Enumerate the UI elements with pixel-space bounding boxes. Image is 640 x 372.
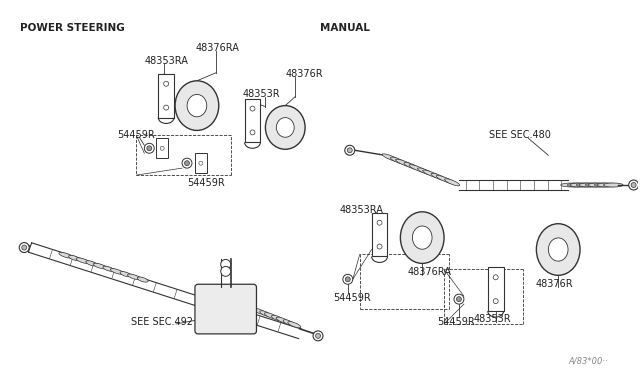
Text: POWER STEERING: POWER STEERING [20,23,125,33]
Ellipse shape [431,173,446,180]
Ellipse shape [382,154,401,162]
Text: 48376R: 48376R [536,279,573,289]
Circle shape [454,294,464,304]
Ellipse shape [390,157,406,164]
Ellipse shape [412,226,432,249]
Circle shape [343,274,353,284]
Circle shape [160,146,164,150]
Bar [156,138,168,158]
Ellipse shape [110,269,124,274]
Text: SEE SEC.480: SEE SEC.480 [489,131,550,140]
Ellipse shape [604,183,623,187]
Ellipse shape [276,118,294,137]
Text: 54459R: 54459R [187,178,225,188]
Circle shape [147,146,152,151]
Ellipse shape [76,258,90,263]
Bar [488,267,504,311]
Text: 48353RA: 48353RA [340,205,384,215]
Circle shape [184,161,189,166]
Text: A/83*00··: A/83*00·· [568,357,608,366]
Circle shape [493,275,498,280]
Text: 48376R: 48376R [285,69,323,79]
Text: 48353RA: 48353RA [145,56,188,66]
Ellipse shape [561,183,584,187]
Circle shape [493,299,498,304]
Circle shape [345,145,355,155]
Circle shape [377,220,382,225]
Ellipse shape [187,94,207,117]
Ellipse shape [253,308,266,314]
Ellipse shape [586,183,605,187]
Ellipse shape [271,315,282,321]
Polygon shape [29,243,301,339]
Ellipse shape [276,317,289,323]
Text: 54459R: 54459R [333,293,371,303]
Ellipse shape [401,212,444,263]
Bar [195,153,207,173]
Ellipse shape [264,313,278,319]
Ellipse shape [68,255,79,260]
Text: SEE SEC.492: SEE SEC.492 [131,317,193,327]
Ellipse shape [445,179,460,186]
Circle shape [221,259,230,269]
Ellipse shape [417,168,433,175]
Text: 48353R: 48353R [474,314,511,324]
Text: 48376RA: 48376RA [407,267,451,278]
Ellipse shape [283,320,294,325]
Ellipse shape [103,266,114,271]
Circle shape [346,277,350,282]
Ellipse shape [260,311,271,316]
Text: 48376RA: 48376RA [196,43,240,53]
Ellipse shape [436,176,454,184]
Circle shape [313,331,323,341]
Ellipse shape [137,277,148,282]
Circle shape [316,333,321,339]
Ellipse shape [127,274,141,280]
Bar [244,99,260,142]
Circle shape [145,143,154,153]
Ellipse shape [175,81,219,131]
Ellipse shape [59,252,72,258]
Circle shape [250,106,255,111]
Ellipse shape [570,183,593,187]
Ellipse shape [86,261,97,266]
Ellipse shape [595,183,614,187]
Circle shape [182,158,192,168]
Circle shape [164,105,168,110]
Ellipse shape [396,159,414,167]
FancyBboxPatch shape [195,284,257,334]
Bar [372,213,387,256]
Text: MANUAL: MANUAL [320,23,370,33]
Text: 48353R: 48353R [243,89,280,99]
Circle shape [628,180,639,190]
Ellipse shape [536,224,580,275]
Ellipse shape [93,263,106,269]
Ellipse shape [577,183,596,187]
Ellipse shape [597,183,621,187]
Circle shape [164,81,168,86]
Ellipse shape [120,272,131,277]
Ellipse shape [266,106,305,149]
Ellipse shape [288,322,301,328]
Ellipse shape [568,183,587,187]
Ellipse shape [548,238,568,261]
Circle shape [377,244,382,249]
Circle shape [631,183,636,187]
Bar [158,74,174,118]
Ellipse shape [404,163,419,170]
Circle shape [221,266,230,276]
Text: 54459R: 54459R [437,317,475,327]
Circle shape [22,245,27,250]
Ellipse shape [422,170,441,178]
Ellipse shape [409,165,428,173]
Circle shape [199,161,203,165]
Circle shape [348,148,352,153]
Circle shape [250,130,255,135]
Ellipse shape [579,183,603,187]
Text: 54459R: 54459R [118,131,156,140]
Circle shape [456,296,461,302]
Ellipse shape [588,183,612,187]
Circle shape [19,243,29,253]
